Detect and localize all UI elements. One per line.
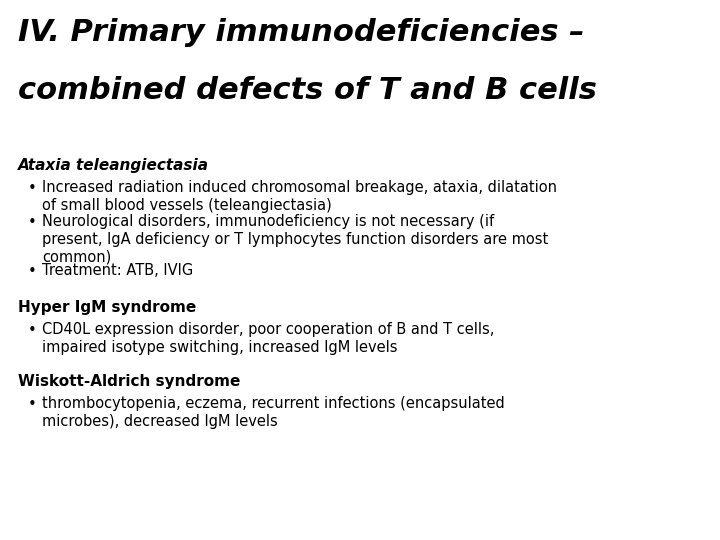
Text: Wiskott-Aldrich syndrome: Wiskott-Aldrich syndrome <box>18 374 240 389</box>
Text: •: • <box>28 215 37 230</box>
Text: •: • <box>28 397 37 412</box>
Text: IV. Primary immunodeficiencies –: IV. Primary immunodeficiencies – <box>18 18 585 47</box>
Text: CD40L expression disorder, poor cooperation of B and T cells,
impaired isotype s: CD40L expression disorder, poor cooperat… <box>42 322 495 355</box>
Text: •: • <box>28 264 37 279</box>
Text: Ataxia teleangiectasia: Ataxia teleangiectasia <box>18 158 209 173</box>
Text: Increased radiation induced chromosomal breakage, ataxia, dilatation
of small bl: Increased radiation induced chromosomal … <box>42 180 557 213</box>
Text: •: • <box>28 323 37 338</box>
Text: Treatment: ATB, IVIG: Treatment: ATB, IVIG <box>42 263 193 278</box>
Text: thrombocytopenia, eczema, recurrent infections (encapsulated
microbes), decrease: thrombocytopenia, eczema, recurrent infe… <box>42 396 505 429</box>
Text: Hyper IgM syndrome: Hyper IgM syndrome <box>18 300 197 315</box>
Text: •: • <box>28 181 37 196</box>
Text: Neurological disorders, immunodeficiency is not necessary (if
present, IgA defic: Neurological disorders, immunodeficiency… <box>42 214 548 265</box>
Text: combined defects of T and B cells: combined defects of T and B cells <box>18 76 597 105</box>
